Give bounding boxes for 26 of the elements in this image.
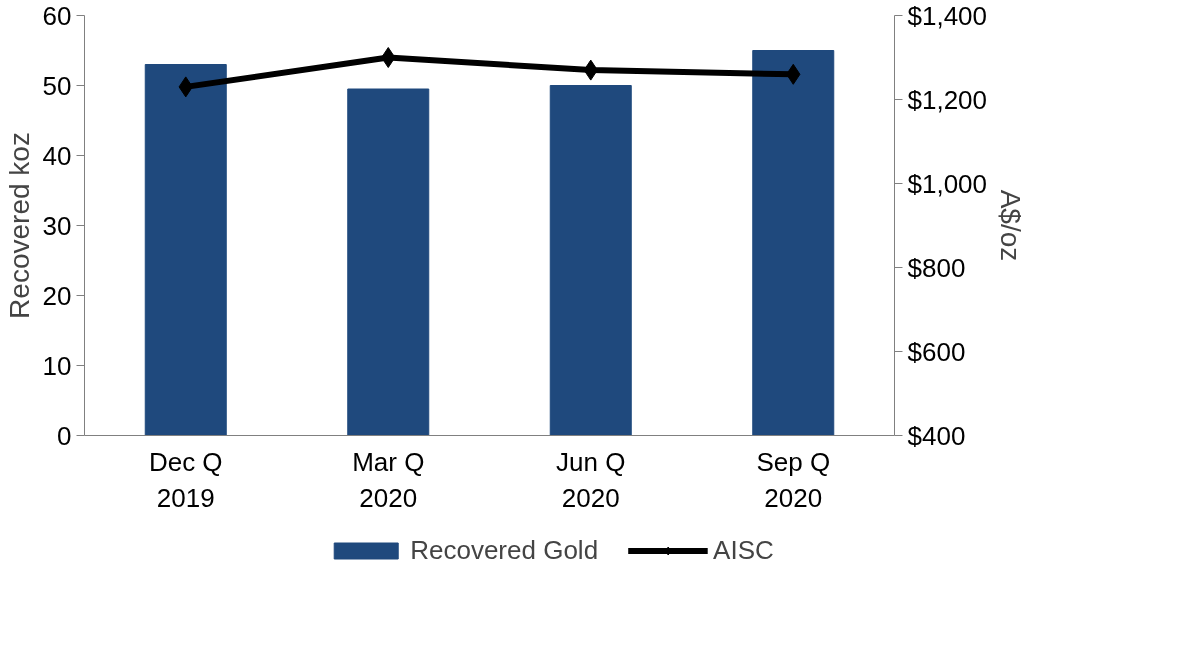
x-tick-label: Dec Q 2019 <box>148 446 223 513</box>
x-tick-label: Mar Q 2020 <box>352 446 425 513</box>
y2-axis-title: A$/oz <box>995 189 1027 262</box>
y2-tick-label: $1,200 <box>907 84 988 115</box>
x-tick-label: Jun Q 2020 <box>556 446 626 513</box>
y-tick-label: 50 <box>42 70 72 101</box>
legend-label: Recovered Gold <box>410 534 599 566</box>
y-tick-label: 60 <box>42 0 72 31</box>
y-tick-label: 40 <box>42 140 72 171</box>
y-tick-label: 0 <box>57 420 72 451</box>
bar <box>752 50 835 436</box>
bar <box>549 85 632 436</box>
y-tick-label: 20 <box>42 280 72 311</box>
legend-label: AISC <box>713 534 774 566</box>
x-tick-label: Sep Q 2020 <box>756 446 831 513</box>
y2-tick-label: $800 <box>907 252 966 283</box>
bar <box>347 88 430 436</box>
y-tick-label: 10 <box>42 350 72 381</box>
y-axis-title: Recovered koz <box>3 132 35 319</box>
y2-tick-label: $1,400 <box>907 0 988 31</box>
bar <box>144 64 227 436</box>
y2-tick-label: $1,000 <box>907 168 988 199</box>
y2-tick-label: $400 <box>907 420 966 451</box>
point <box>381 47 396 68</box>
y-tick-label: 30 <box>42 210 72 241</box>
y2-tick-label: $600 <box>907 336 966 367</box>
